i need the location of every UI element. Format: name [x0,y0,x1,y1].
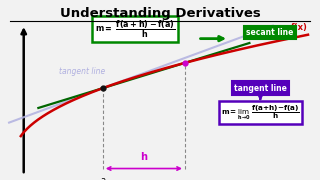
Text: Understanding Derivatives: Understanding Derivatives [60,7,260,20]
Text: tangent line: tangent line [234,84,287,93]
Text: $\mathbf{m = \ \dfrac{f(a + h) - f(a)}{h}}$: $\mathbf{m = \ \dfrac{f(a + h) - f(a)}{h… [95,19,175,40]
Text: h: h [140,152,148,162]
Text: f(x): f(x) [291,23,307,32]
Text: secant line: secant line [246,28,293,37]
Text: a: a [100,176,105,180]
Text: $\mathbf{m = \lim_{h \to 0} \ \dfrac{f(a+h)-f(a)}{h}}$: $\mathbf{m = \lim_{h \to 0} \ \dfrac{f(a… [221,104,300,122]
Text: tangent line: tangent line [59,67,106,76]
